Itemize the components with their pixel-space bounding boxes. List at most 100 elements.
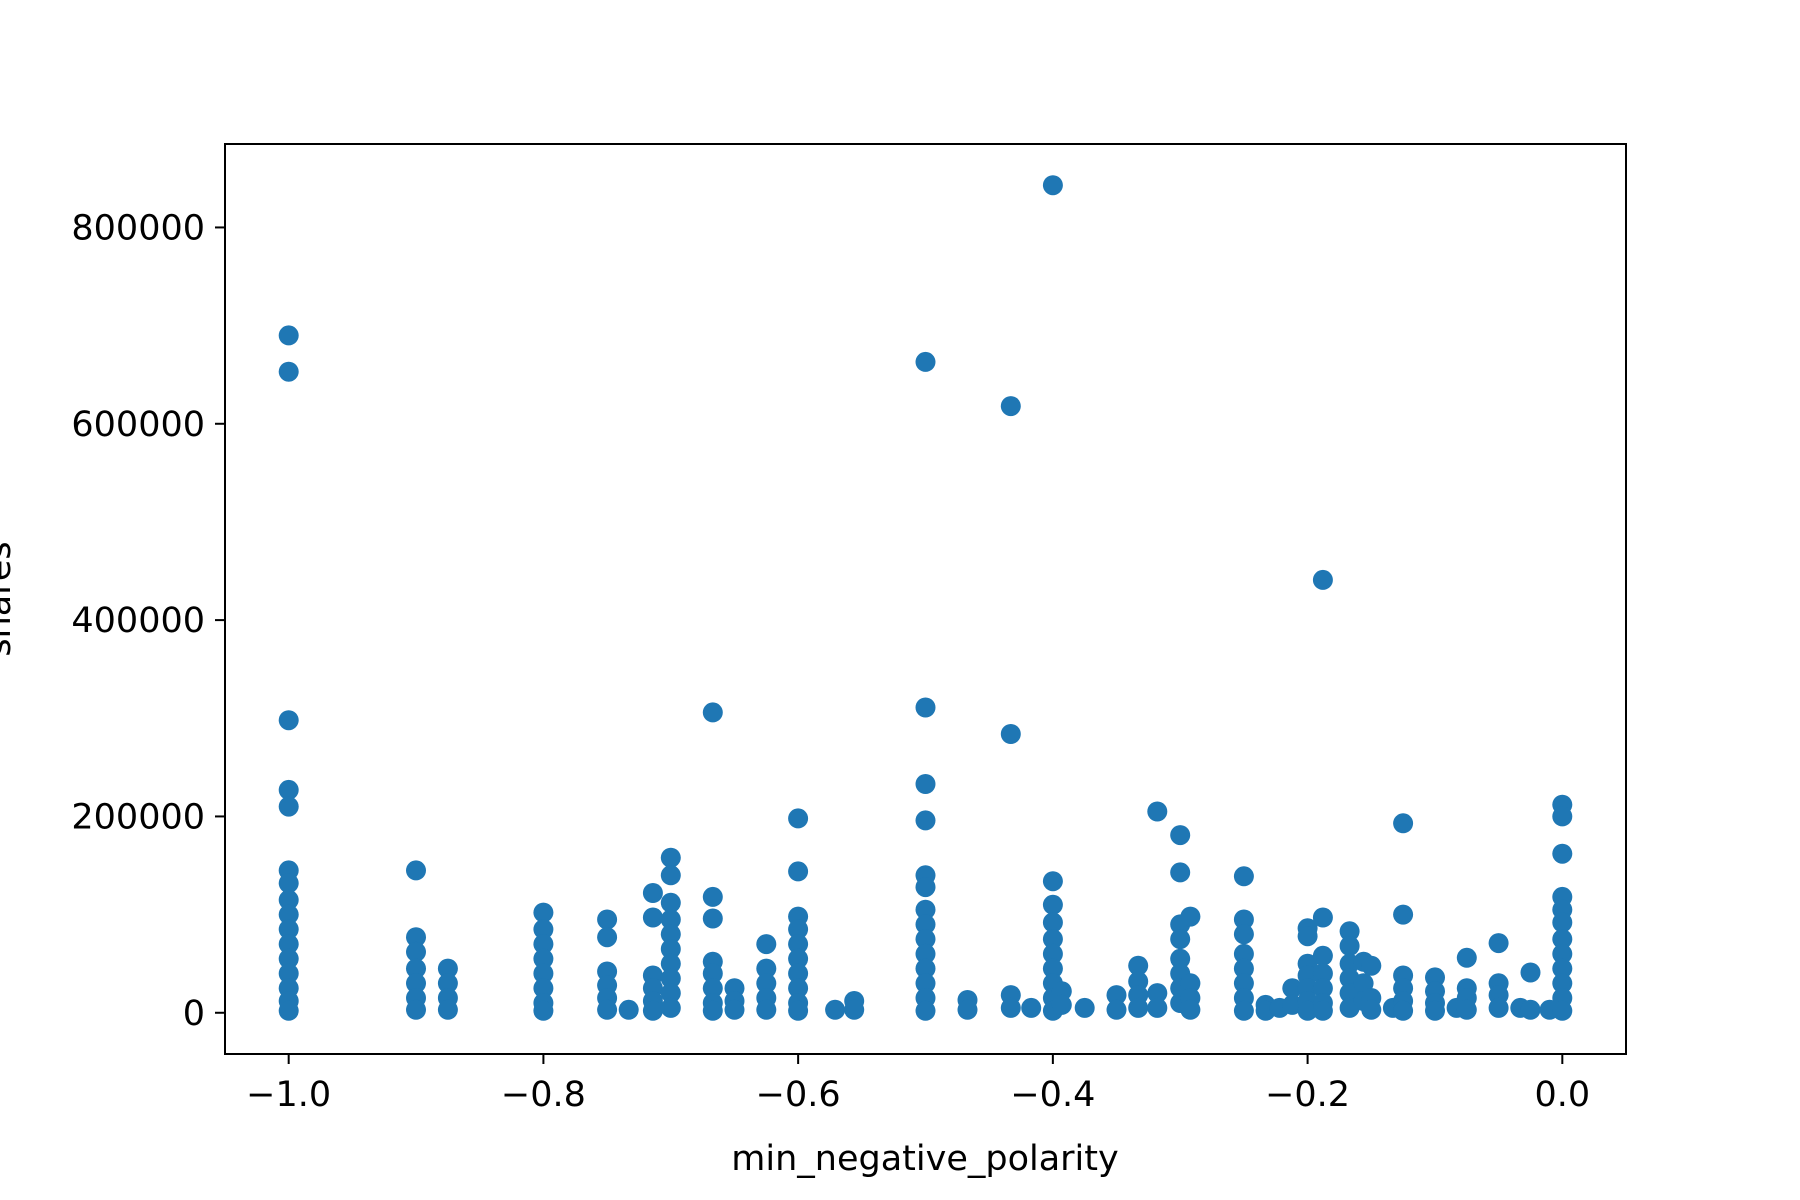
x-tick-label: −0.4 [1010,1075,1095,1115]
data-point [844,999,865,1020]
data-point [1233,958,1254,979]
data-point [660,997,681,1018]
data-point [597,927,618,948]
data-point [788,1000,809,1021]
data-point [1312,569,1333,590]
data-point [1051,994,1072,1015]
data-point [642,1000,663,1021]
x-tick-label: −0.8 [501,1075,586,1115]
data-point [1312,963,1333,984]
data-point [1042,894,1063,915]
data-point [1128,997,1149,1018]
data-point [788,978,809,999]
data-point [437,958,458,979]
data-point [702,978,723,999]
data-point [1000,396,1021,417]
data-point [1000,997,1021,1018]
data-point [278,889,299,910]
data-point [660,892,681,913]
data-point [788,934,809,955]
data-point [533,919,554,940]
data-point [1456,999,1477,1020]
data-point [278,325,299,346]
points-layer [278,175,1573,1021]
data-point [1552,912,1573,933]
data-point [1233,943,1254,964]
data-point [1128,971,1149,992]
data-point [915,774,936,794]
data-point [1074,997,1095,1018]
data-point [702,886,723,907]
data-point [1393,1000,1414,1021]
data-point [724,999,745,1020]
data-point [1552,973,1573,994]
data-point [1233,973,1254,994]
data-point [1552,1000,1573,1021]
data-point [1425,967,1445,988]
data-point [278,1000,299,1021]
data-point [278,919,299,940]
data-point [702,963,723,984]
plot-frame [224,143,1627,1055]
data-point [915,943,936,964]
data-point [1042,871,1063,892]
data-point [533,963,554,984]
data-point [660,924,681,945]
data-point [1282,994,1303,1015]
data-point [788,808,809,829]
data-point [533,934,554,955]
y-tick-label: 400000 [71,601,205,641]
y-tick-label: 600000 [71,405,205,445]
data-point [660,953,681,974]
data-point [533,902,554,923]
data-point [1393,813,1414,834]
data-point [278,796,299,817]
data-point [915,914,936,935]
y-tick-label: 800000 [71,208,205,248]
data-point [406,860,426,881]
data-point [406,999,426,1020]
data-point [437,973,458,994]
data-point [915,1000,936,1021]
data-point [660,939,681,959]
data-point [406,941,426,962]
y-tick-label: 0 [183,994,205,1034]
x-tick-label: −1.0 [246,1075,331,1115]
data-point [1520,962,1541,983]
data-point [915,899,936,920]
data-point [1488,933,1509,954]
data-point [660,847,681,868]
data-point [533,948,554,969]
x-axis-label: min_negative_polarity [731,1139,1118,1179]
data-point [788,861,809,882]
data-point [1128,955,1149,976]
data-point [1170,929,1191,950]
data-point [915,877,936,898]
data-point [1233,909,1254,930]
data-point [660,983,681,1004]
data-point [1233,866,1254,887]
data-point [915,973,936,994]
data-point [1312,1000,1333,1021]
data-point [1170,825,1191,846]
data-point [533,1000,554,1021]
x-tick-label: 0.0 [1534,1075,1590,1115]
data-point [1339,936,1360,956]
x-tick-label: −0.6 [756,1075,841,1115]
data-point [1106,999,1127,1020]
data-point [533,978,554,999]
data-point [1552,943,1573,964]
data-point [915,929,936,950]
data-point [278,904,299,925]
data-point [278,963,299,984]
data-point [1180,906,1201,927]
data-point [660,909,681,930]
data-point [642,883,663,903]
data-point [957,999,978,1020]
data-point [1233,924,1254,945]
y-axis-label: shares [0,541,19,656]
data-point [702,702,723,723]
data-point [406,927,426,948]
data-point [1312,978,1333,999]
